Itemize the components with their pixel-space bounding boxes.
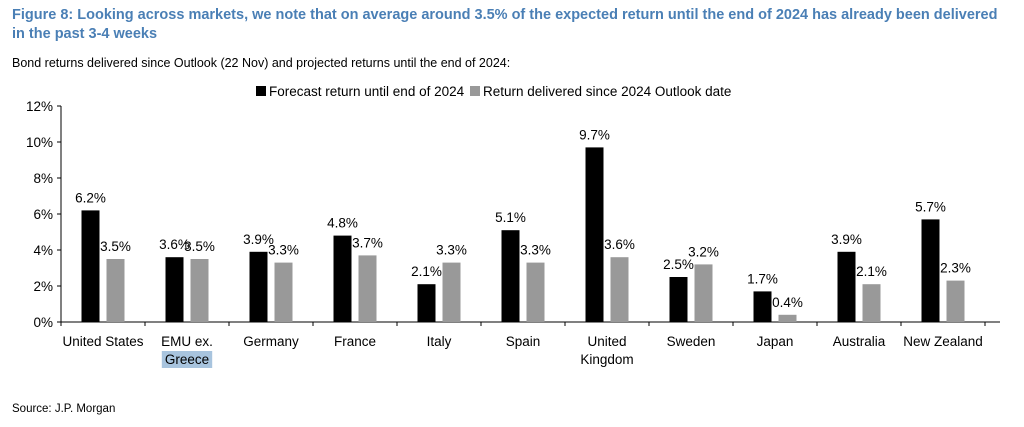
data-label: 0.4% (772, 295, 803, 310)
category-label: Australia (833, 334, 886, 349)
bar-series-2 (946, 280, 965, 322)
data-label: 5.1% (495, 210, 526, 225)
category-label: Spain (506, 334, 541, 349)
data-label: 3.9% (831, 232, 862, 247)
data-label: 2.3% (940, 261, 971, 276)
data-label: 3.5% (100, 239, 131, 254)
bar-series-1 (333, 235, 352, 322)
y-tick-label: 12% (26, 99, 53, 114)
data-label: 3.3% (268, 243, 299, 258)
y-tick-label: 6% (33, 207, 53, 222)
bar-series-2 (106, 259, 125, 322)
category-label: EMU ex. (161, 334, 213, 349)
bar-series-2 (778, 314, 797, 322)
bar-series-2 (610, 257, 629, 322)
bar-series-1 (249, 251, 268, 322)
category-label: United States (62, 334, 143, 349)
data-label: 3.3% (520, 243, 551, 258)
data-label: 3.6% (159, 237, 190, 252)
data-label: 5.7% (915, 199, 946, 214)
data-label: 3.2% (688, 244, 719, 259)
bar-series-2 (190, 259, 209, 322)
legend-label: Forecast return until end of 2024 (269, 84, 465, 99)
bar-series-1 (81, 210, 100, 322)
figure-title: Figure 8: Looking across markets, we not… (12, 7, 998, 42)
category-label: Japan (757, 334, 794, 349)
legend-swatch (470, 86, 480, 96)
category-label: Kingdom (580, 352, 633, 367)
figure-source: Source: J.P. Morgan (12, 403, 116, 415)
data-label: 9.7% (579, 127, 610, 142)
bar-series-1 (921, 219, 940, 322)
bar-series-2 (442, 262, 461, 322)
category-label: France (334, 334, 376, 349)
category-label: Italy (427, 334, 452, 349)
legend-label: Return delivered since 2024 Outlook date (483, 84, 731, 99)
bar-series-1 (753, 291, 772, 322)
figure-subtitle: Bond returns delivered since Outlook (22… (12, 56, 511, 70)
bar-series-2 (274, 262, 293, 322)
category-label: Germany (243, 334, 299, 349)
y-tick-label: 4% (33, 243, 53, 258)
bar-series-2 (862, 284, 881, 322)
bar-series-2 (694, 264, 713, 322)
data-label: 6.2% (75, 190, 106, 205)
bar-series-2 (358, 255, 377, 322)
data-label: 3.3% (436, 243, 467, 258)
y-tick-label: 10% (26, 135, 53, 150)
bar-series-2 (526, 262, 545, 322)
data-label: 4.8% (327, 216, 358, 231)
category-label: Greece (165, 352, 209, 367)
category-label: Sweden (667, 334, 716, 349)
bar-series-1 (501, 230, 520, 322)
y-tick-label: 8% (33, 171, 53, 186)
data-label: 3.6% (604, 237, 635, 252)
data-label: 2.1% (411, 264, 442, 279)
text-highlight (161, 351, 213, 368)
bar-series-1 (837, 251, 856, 322)
legend-swatch (256, 86, 266, 96)
data-label: 3.9% (243, 232, 274, 247)
bar-series-1 (165, 257, 184, 322)
data-label: 2.5% (663, 257, 694, 272)
data-label: 3.7% (352, 235, 383, 250)
bar-series-1 (417, 284, 436, 322)
y-tick-label: 2% (33, 279, 53, 294)
category-label: United (587, 334, 626, 349)
bar-series-1 (585, 147, 604, 322)
y-tick-label: 0% (33, 315, 53, 330)
data-label: 1.7% (747, 271, 778, 286)
category-label: New Zealand (903, 334, 983, 349)
bar-series-1 (669, 277, 688, 322)
data-label: 2.1% (856, 264, 887, 279)
data-label: 3.5% (184, 239, 215, 254)
